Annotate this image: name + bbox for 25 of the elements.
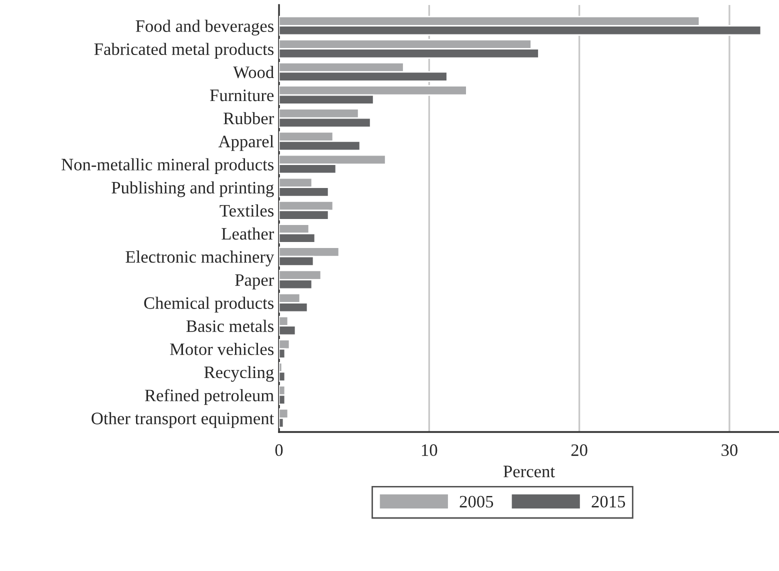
legend-label: 2015 bbox=[592, 496, 626, 508]
x-tick-label: 0 bbox=[275, 444, 283, 456]
y-tick-label: Basic metals bbox=[186, 320, 274, 332]
y-tick-label: Apparel bbox=[218, 135, 274, 151]
y-tick-label: Electronic machinery bbox=[126, 250, 274, 266]
y-tick-label: Recycling bbox=[204, 366, 274, 382]
x-tick-label: 30 bbox=[722, 444, 738, 456]
x-axis-title: Percent bbox=[503, 466, 555, 478]
legend-label: 2005 bbox=[460, 496, 494, 508]
y-tick-label: Fabricated metal products bbox=[94, 42, 274, 59]
y-tick-label: Food and beverages bbox=[136, 20, 274, 36]
x-tick-label: 20 bbox=[571, 444, 588, 456]
y-tick-label: Motor vehicles bbox=[170, 342, 274, 356]
y-tick-label: Textiles bbox=[220, 204, 274, 217]
y-tick-label: Paper bbox=[235, 274, 274, 290]
y-tick-label: Non-metallic mineral products bbox=[62, 158, 274, 174]
y-tick-label: Wood bbox=[233, 66, 274, 78]
y-tick-label: Chemical products bbox=[144, 296, 274, 312]
y-tick-label: Rubber bbox=[224, 112, 274, 124]
y-tick-label: Refined petroleum bbox=[144, 388, 274, 405]
y-tick-label: Publishing and printing bbox=[112, 181, 274, 198]
y-tick-label: Furniture bbox=[210, 90, 274, 102]
y-tick-label: Other transport equipment bbox=[92, 412, 274, 428]
x-tick-label: 10 bbox=[422, 444, 438, 456]
y-tick-label: Leather bbox=[222, 227, 274, 240]
